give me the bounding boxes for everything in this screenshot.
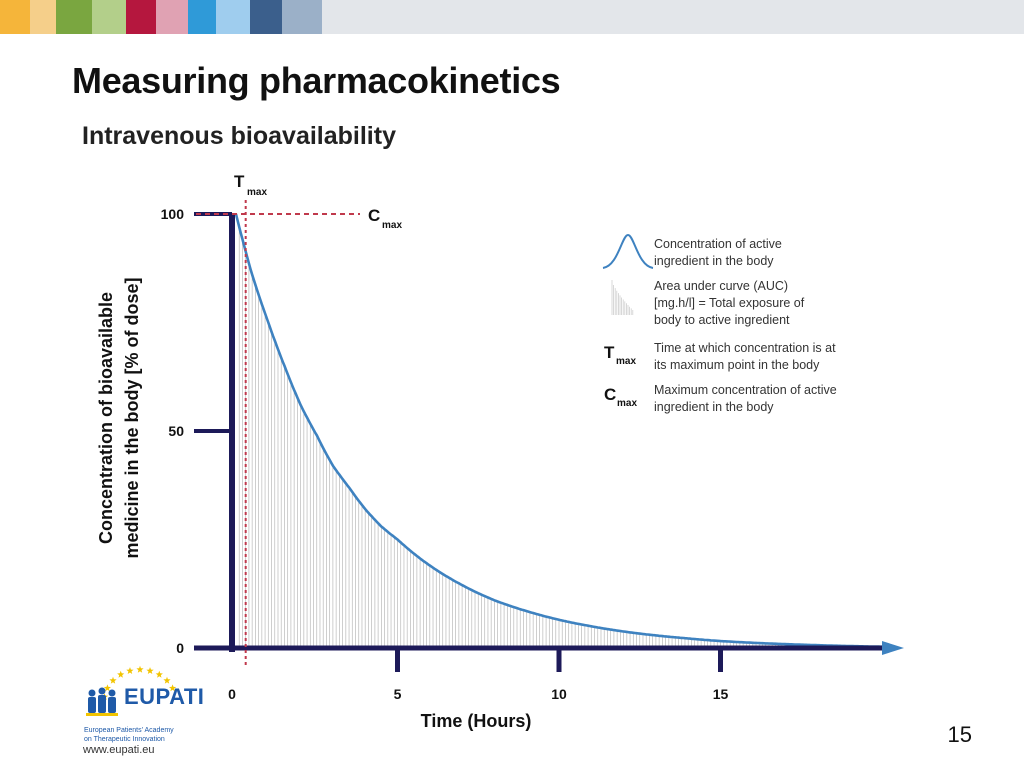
color-bar-segment: [92, 0, 126, 34]
color-bar-segment: [188, 0, 216, 34]
logo-tagline-2: on Therapeutic Innovation: [84, 736, 165, 743]
legend-text: Concentration of active: [654, 237, 782, 251]
star-icon: [117, 670, 125, 678]
legend-item-auc: Area under curve (AUC) [mg.h/l] = Total …: [611, 279, 805, 327]
y-axis-title-line2: medicine in the body [% of dose]: [122, 277, 142, 558]
x-tick-label: 15: [713, 686, 729, 702]
color-bar-segment: [216, 0, 250, 34]
x-tick-label: 10: [551, 686, 567, 702]
tmax-sublabel: max: [247, 187, 267, 198]
color-bar-segment: [0, 0, 30, 34]
curve-icon: [602, 233, 654, 269]
logo-url[interactable]: www.eupati.eu: [83, 744, 155, 756]
legend-text: [mg.h/l] = Total exposure of: [654, 296, 805, 310]
x-axis-arrow: [882, 641, 904, 655]
legend-text: ingredient in the body: [654, 254, 774, 268]
legend-text: body to active ingredient: [654, 313, 790, 327]
legend-item-tmax: T max Time at which concentration is at …: [604, 341, 836, 372]
x-tick-label: 5: [394, 686, 402, 702]
legend-tmax-subscript: max: [616, 356, 636, 367]
page-number: 15: [947, 722, 972, 747]
legend-tmax-symbol: T: [604, 343, 615, 362]
color-bar-segment: [56, 0, 92, 34]
logo-tagline-1: European Patients' Academy: [84, 727, 174, 734]
color-bar-segment: [282, 0, 322, 34]
star-icon: [163, 676, 171, 684]
x-tick-label: 0: [228, 686, 236, 702]
y-tick-label: 50: [168, 423, 184, 439]
auc-icon: [611, 280, 634, 315]
legend-text: ingredient in the body: [654, 400, 774, 414]
legend-item-curve: Concentration of active ingredient in th…: [602, 233, 782, 269]
legend-text: Maximum concentration of active: [654, 383, 837, 397]
color-bar-segment: [322, 0, 1024, 34]
star-icon: [155, 670, 163, 678]
concentration-curve: [234, 213, 882, 648]
tmax-label: T: [234, 172, 245, 191]
header-color-bar: [0, 0, 1024, 34]
legend-cmax-symbol: C: [604, 385, 616, 404]
legend-item-cmax: C max Maximum concentration of active in…: [604, 383, 837, 414]
x-axis-title: Time (Hours): [421, 711, 532, 731]
cmax-label: C: [368, 206, 380, 225]
color-bar-segment: [30, 0, 56, 34]
logo-stars: [100, 665, 177, 700]
chart-legend: Concentration of active ingredient in th…: [602, 233, 837, 414]
logo-people-icon: [86, 687, 118, 716]
y-tick-label: 100: [161, 206, 185, 222]
cmax-sublabel: max: [382, 220, 402, 231]
star-icon: [146, 667, 154, 674]
legend-cmax-subscript: max: [617, 398, 637, 409]
star-icon: [126, 667, 134, 674]
star-icon: [109, 676, 117, 684]
color-bar-segment: [250, 0, 282, 34]
slide-title: Measuring pharmacokinetics: [72, 60, 561, 101]
legend-text: Area under curve (AUC): [654, 279, 788, 293]
color-bar-segment: [126, 0, 156, 34]
y-axis-title-line1: Concentration of bioavailable: [96, 292, 116, 544]
star-icon: [103, 684, 111, 692]
slide-subtitle: Intravenous bioavailability: [82, 122, 396, 150]
logo-name: EUPATI: [124, 684, 205, 709]
legend-text: Time at which concentration is at: [654, 341, 836, 355]
star-icon: [136, 665, 144, 673]
star-icon: [169, 684, 177, 692]
logo-emblem: [86, 665, 177, 716]
eupati-logo[interactable]: EUPATI European Patients' Academy on The…: [80, 660, 204, 760]
y-tick-label: 0: [176, 640, 184, 656]
color-bar-segment: [156, 0, 188, 34]
legend-text: its maximum point in the body: [654, 358, 820, 372]
